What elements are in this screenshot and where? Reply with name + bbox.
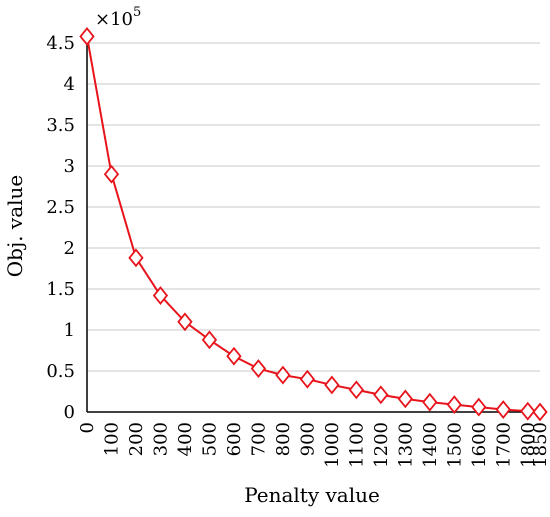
y-tick-label: 1 — [64, 320, 75, 341]
x-tick-label: 300 — [150, 422, 171, 456]
x-tick-label: 100 — [101, 422, 122, 456]
x-tick-labels: 0 100 200 300 400 500 600 700 800 900 1000 1100 1200… — [77, 422, 550, 468]
x-tick-label: 800 — [273, 422, 294, 456]
x-tick-label: 700 — [248, 422, 269, 456]
x-axis-title: Penalty value — [244, 483, 380, 507]
y-axis-multiplier-exponent: 5 — [133, 5, 141, 20]
data-point — [79, 27, 95, 46]
data-point — [201, 330, 218, 350]
x-tick-label: 500 — [199, 422, 220, 456]
x-tick-label: 1300 — [395, 422, 416, 468]
data-point — [250, 359, 267, 378]
x-tick-label: 200 — [126, 422, 147, 456]
data-point — [177, 312, 193, 332]
series-red — [79, 27, 548, 422]
data-point — [152, 286, 169, 305]
data-point — [446, 395, 462, 415]
x-tick-label: 1100 — [346, 422, 367, 468]
x-tick-label: 1600 — [469, 422, 490, 468]
data-point — [495, 400, 511, 419]
y-tick-label: 0 — [64, 402, 75, 423]
x-tick-label: 1500 — [444, 422, 465, 468]
data-point — [324, 375, 340, 395]
grid-lines — [87, 42, 540, 372]
data-point — [471, 397, 487, 417]
x-tick-label: 1000 — [322, 422, 343, 468]
data-point — [422, 392, 438, 412]
data-point — [226, 346, 242, 366]
y-axis-multiplier: ×105 — [95, 5, 141, 30]
series-line — [86, 36, 541, 413]
y-tick-label: 3 — [64, 156, 75, 177]
y-tick-label: 0.5 — [46, 361, 75, 382]
axes — [86, 43, 540, 413]
data-point — [299, 369, 316, 389]
data-point — [532, 402, 548, 422]
y-tick-label: 4 — [64, 74, 75, 95]
x-tick-label: 600 — [224, 422, 245, 456]
data-point — [275, 365, 291, 385]
x-tick-label: 1800 — [518, 422, 539, 468]
y-tick-label: 4.5 — [46, 33, 75, 54]
x-tick-label: 400 — [175, 422, 196, 456]
data-point — [128, 248, 144, 268]
data-point — [373, 385, 389, 405]
y-axis-multiplier-base: ×10 — [95, 9, 133, 30]
data-point — [348, 380, 365, 400]
y-tick-label: 2 — [64, 238, 75, 259]
x-tick-label: 1850 — [530, 422, 550, 468]
x-tick-label: 1700 — [493, 422, 514, 468]
data-point — [520, 401, 536, 421]
y-tick-labels: 0 0.5 1 1.5 2 2.5 3 3.5 4 4.5 — [46, 33, 75, 423]
x-tick-label: 900 — [297, 422, 318, 456]
data-point — [103, 164, 120, 184]
x-tick-label: 1400 — [420, 422, 441, 468]
y-tick-label: 1.5 — [46, 279, 75, 300]
x-tick-label: 0 — [77, 422, 98, 433]
y-tick-label: 3.5 — [46, 115, 75, 136]
data-point — [397, 389, 413, 409]
y-axis-title: Obj. value — [3, 175, 27, 277]
y-tick-label: 2.5 — [46, 197, 75, 218]
x-tick-label: 1200 — [371, 422, 392, 468]
